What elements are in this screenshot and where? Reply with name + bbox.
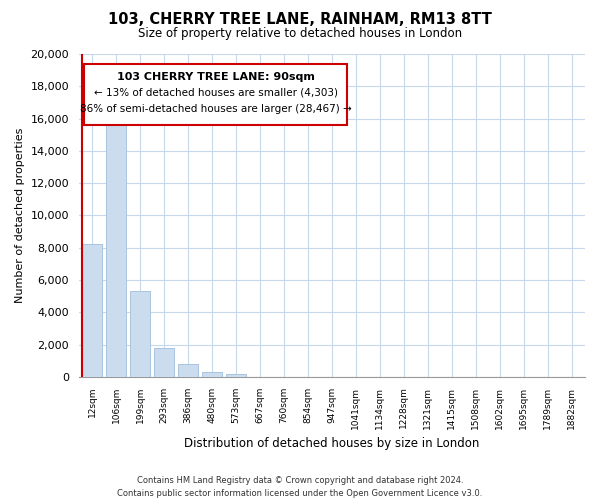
Text: Size of property relative to detached houses in London: Size of property relative to detached ho… [138,28,462,40]
Bar [226,374,246,377]
Bar [130,292,150,377]
Text: 86% of semi-detached houses are larger (28,467) →: 86% of semi-detached houses are larger (… [80,104,352,114]
FancyBboxPatch shape [84,64,347,125]
Text: Contains HM Land Registry data © Crown copyright and database right 2024.
Contai: Contains HM Land Registry data © Crown c… [118,476,482,498]
Text: ← 13% of detached houses are smaller (4,303): ← 13% of detached houses are smaller (4,… [94,88,338,98]
Text: 103 CHERRY TREE LANE: 90sqm: 103 CHERRY TREE LANE: 90sqm [116,72,314,82]
Text: 103, CHERRY TREE LANE, RAINHAM, RM13 8TT: 103, CHERRY TREE LANE, RAINHAM, RM13 8TT [108,12,492,28]
X-axis label: Distribution of detached houses by size in London: Distribution of detached houses by size … [184,437,479,450]
Bar [178,364,198,377]
Bar [82,244,102,377]
Bar [154,348,174,377]
Bar [202,372,222,377]
Y-axis label: Number of detached properties: Number of detached properties [15,128,25,303]
Bar [106,109,126,377]
